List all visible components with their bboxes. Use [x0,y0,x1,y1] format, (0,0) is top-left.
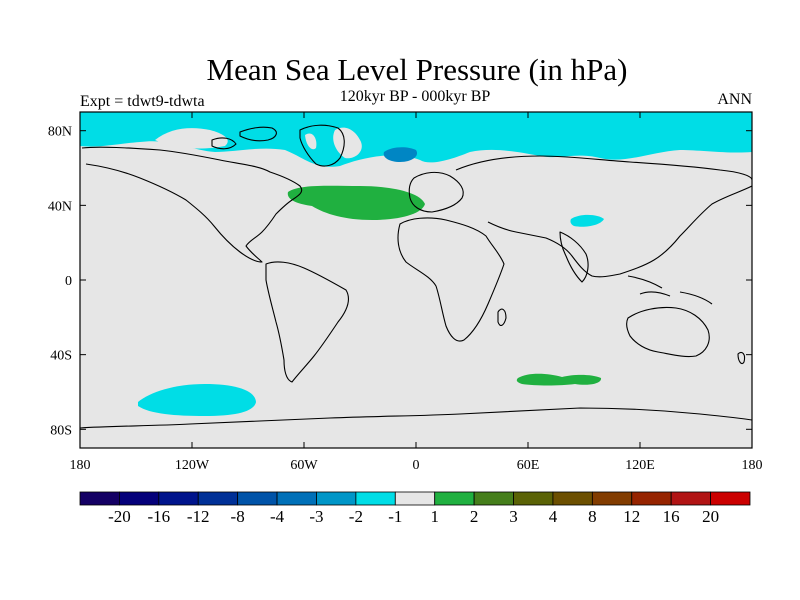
arctic-anomaly-region [80,112,752,167]
colorbar-label: 2 [470,507,479,526]
longitude-axis: 180 120W 60W 0 60E 120E 180 [70,112,763,473]
colorbar-swatch [355,491,396,506]
lon-tick-label: 60E [517,458,540,473]
south-pacific-anomaly-region [138,384,256,416]
colorbar-label: 16 [663,507,680,526]
colorbar-swatch [631,491,672,506]
lon-tick-label: 180 [70,458,91,473]
experiment-label: Expt = tdwt9-tdwta [80,93,205,110]
north-atlantic-anomaly-region [287,185,425,220]
colorbar-swatch [119,491,160,506]
lat-tick-label: 0 [65,274,72,289]
chart-title: Mean Sea Level Pressure (in hPa) [206,52,628,87]
colorbar-label: -3 [309,507,323,526]
greenland-anomaly-region [383,147,418,162]
colorbar-swatch [197,491,239,506]
colorbar-label: 12 [623,507,640,526]
latitude-axis: 80N 40N 0 40S 80S [48,125,752,438]
colorbar-label: -20 [108,507,131,526]
colorbar-label: 8 [588,507,597,526]
lon-tick-label: 0 [413,458,420,473]
lat-tick-label: 40N [48,199,72,214]
arctic-neutral-patch [305,133,317,150]
lat-tick-label: 40S [50,349,72,364]
central-asia-anomaly-region [570,214,604,227]
coastlines [80,124,752,429]
colorbar-label: -2 [349,507,363,526]
lon-tick-label: 120E [625,458,655,473]
southern-indian-anomaly-region [516,373,602,386]
colorbar-label: 1 [430,507,439,526]
colorbar-swatch [591,491,633,506]
colorbar-label: 3 [509,507,518,526]
colorbar-label: -1 [388,507,402,526]
season-label: ANN [717,91,752,108]
colorbar-label: -8 [231,507,245,526]
colorbar-swatch [276,491,317,506]
lon-tick-label: 60W [290,458,318,473]
colorbar-swatch [513,491,554,506]
arctic-neutral-patch [155,128,228,149]
colorbar-label: -16 [147,507,170,526]
colorbar-swatch [158,491,199,506]
colorbar-swatch [79,491,120,506]
colorbar-label: 20 [702,507,719,526]
colorbar-label: -12 [187,507,210,526]
colorbar-swatch [237,491,278,506]
colorbar-swatch [710,491,751,506]
colorbar-swatch [434,491,475,506]
colorbar-swatch [670,491,711,506]
lon-tick-label: 180 [742,458,763,473]
colorbar: -20 -16 -12 -8 -4 -3 -2 -1 1 2 3 4 8 12 16 20 [79,491,751,526]
colorbar-swatch [316,491,357,506]
lat-tick-label: 80S [50,423,72,438]
colorbar-label: -4 [270,507,285,526]
colorbar-swatch [552,491,593,506]
colorbar-swatch [473,491,514,506]
colorbar-label: 4 [549,507,558,526]
lon-tick-label: 120W [175,458,210,473]
colorbar-swatch [394,491,436,506]
chart-subtitle: 120kyr BP - 000kyr BP [339,88,491,105]
lat-tick-label: 80N [48,125,72,140]
arctic-neutral-patch [333,127,362,159]
